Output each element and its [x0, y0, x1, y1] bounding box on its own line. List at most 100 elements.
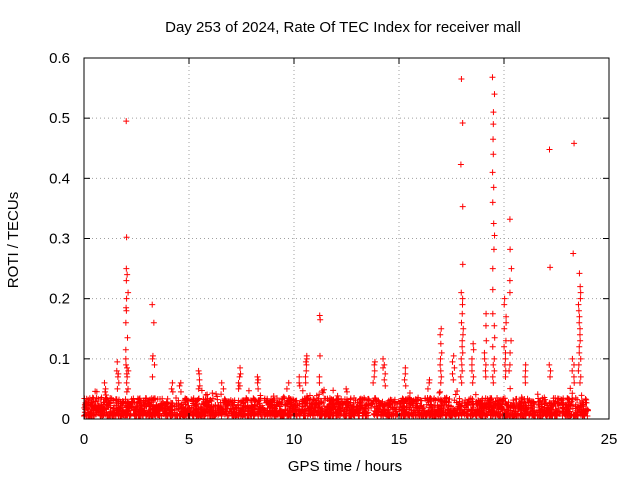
data-point	[497, 412, 504, 419]
data-point	[577, 295, 584, 302]
data-point	[234, 412, 241, 419]
data-point	[302, 379, 309, 386]
data-point	[387, 404, 394, 411]
data-point	[490, 410, 497, 417]
data-point	[573, 411, 580, 418]
data-point	[460, 409, 467, 416]
data-point	[195, 385, 202, 392]
data-point	[382, 407, 389, 414]
data-point	[224, 412, 231, 419]
data-point	[502, 355, 509, 362]
data-point	[570, 250, 577, 257]
data-point	[439, 398, 446, 405]
data-point	[529, 407, 536, 414]
data-point	[517, 404, 524, 411]
data-point	[302, 358, 309, 365]
data-point	[364, 395, 371, 402]
data-point	[459, 367, 466, 374]
data-point	[458, 319, 465, 326]
data-point	[244, 397, 251, 404]
data-point	[449, 358, 456, 365]
data-point	[503, 319, 510, 326]
data-point	[171, 411, 178, 418]
data-point	[133, 402, 140, 409]
data-point	[84, 405, 91, 412]
data-point	[490, 121, 497, 128]
data-point	[228, 410, 235, 417]
data-point	[103, 397, 110, 404]
data-point	[438, 373, 445, 380]
data-point	[92, 405, 99, 412]
data-point	[166, 411, 173, 418]
data-point	[306, 392, 313, 399]
data-point	[276, 407, 283, 414]
data-point	[81, 409, 88, 416]
data-point	[457, 161, 464, 168]
data-point	[481, 355, 488, 362]
data-point	[513, 410, 520, 417]
data-point	[437, 379, 444, 386]
data-point	[241, 412, 248, 419]
data-point	[389, 411, 396, 418]
data-point	[506, 367, 513, 374]
data-point	[431, 412, 438, 419]
data-point	[97, 396, 104, 403]
data-point	[382, 370, 389, 377]
data-point	[400, 398, 407, 405]
data-point	[575, 307, 582, 314]
data-point	[296, 382, 303, 389]
data-point	[189, 400, 196, 407]
data-point	[196, 370, 203, 377]
data-point	[437, 355, 444, 362]
data-point	[85, 396, 92, 403]
data-point	[287, 395, 294, 402]
data-point	[206, 397, 213, 404]
data-point	[315, 409, 322, 416]
data-point	[502, 337, 509, 344]
data-point	[508, 337, 515, 344]
data-point	[370, 411, 377, 418]
data-point	[437, 388, 444, 395]
data-point	[109, 412, 116, 419]
y-tick-label: 0	[62, 411, 70, 428]
data-point	[489, 169, 496, 176]
data-point	[154, 408, 161, 415]
y-tick-label: 0.6	[49, 50, 70, 67]
data-point	[510, 397, 517, 404]
data-point	[345, 398, 352, 405]
data-point	[320, 399, 327, 406]
data-point	[303, 355, 310, 362]
data-point	[482, 322, 489, 329]
y-tick-label: 0.3	[49, 231, 70, 248]
data-point	[218, 412, 225, 419]
data-point	[522, 361, 529, 368]
data-point	[458, 361, 465, 368]
data-point	[200, 396, 207, 403]
data-point	[464, 399, 471, 406]
data-point	[371, 373, 378, 380]
data-point	[450, 376, 457, 383]
data-point	[404, 412, 411, 419]
data-point	[362, 410, 369, 417]
data-point	[463, 402, 470, 409]
data-point	[451, 364, 458, 371]
data-point	[569, 355, 576, 362]
data-point	[579, 412, 586, 419]
data-point	[335, 408, 342, 415]
data-point	[422, 412, 429, 419]
data-point	[171, 403, 178, 410]
data-point	[133, 412, 140, 419]
data-point	[154, 412, 161, 419]
data-point	[371, 403, 378, 410]
data-point	[110, 405, 117, 412]
data-point	[255, 385, 262, 392]
data-point	[150, 319, 157, 326]
data-point	[478, 403, 485, 410]
data-point	[247, 407, 254, 414]
data-point	[576, 379, 583, 386]
data-point	[163, 399, 170, 406]
data-point	[113, 367, 120, 374]
data-point	[162, 410, 169, 417]
data-point	[399, 404, 406, 411]
data-point	[160, 400, 167, 407]
